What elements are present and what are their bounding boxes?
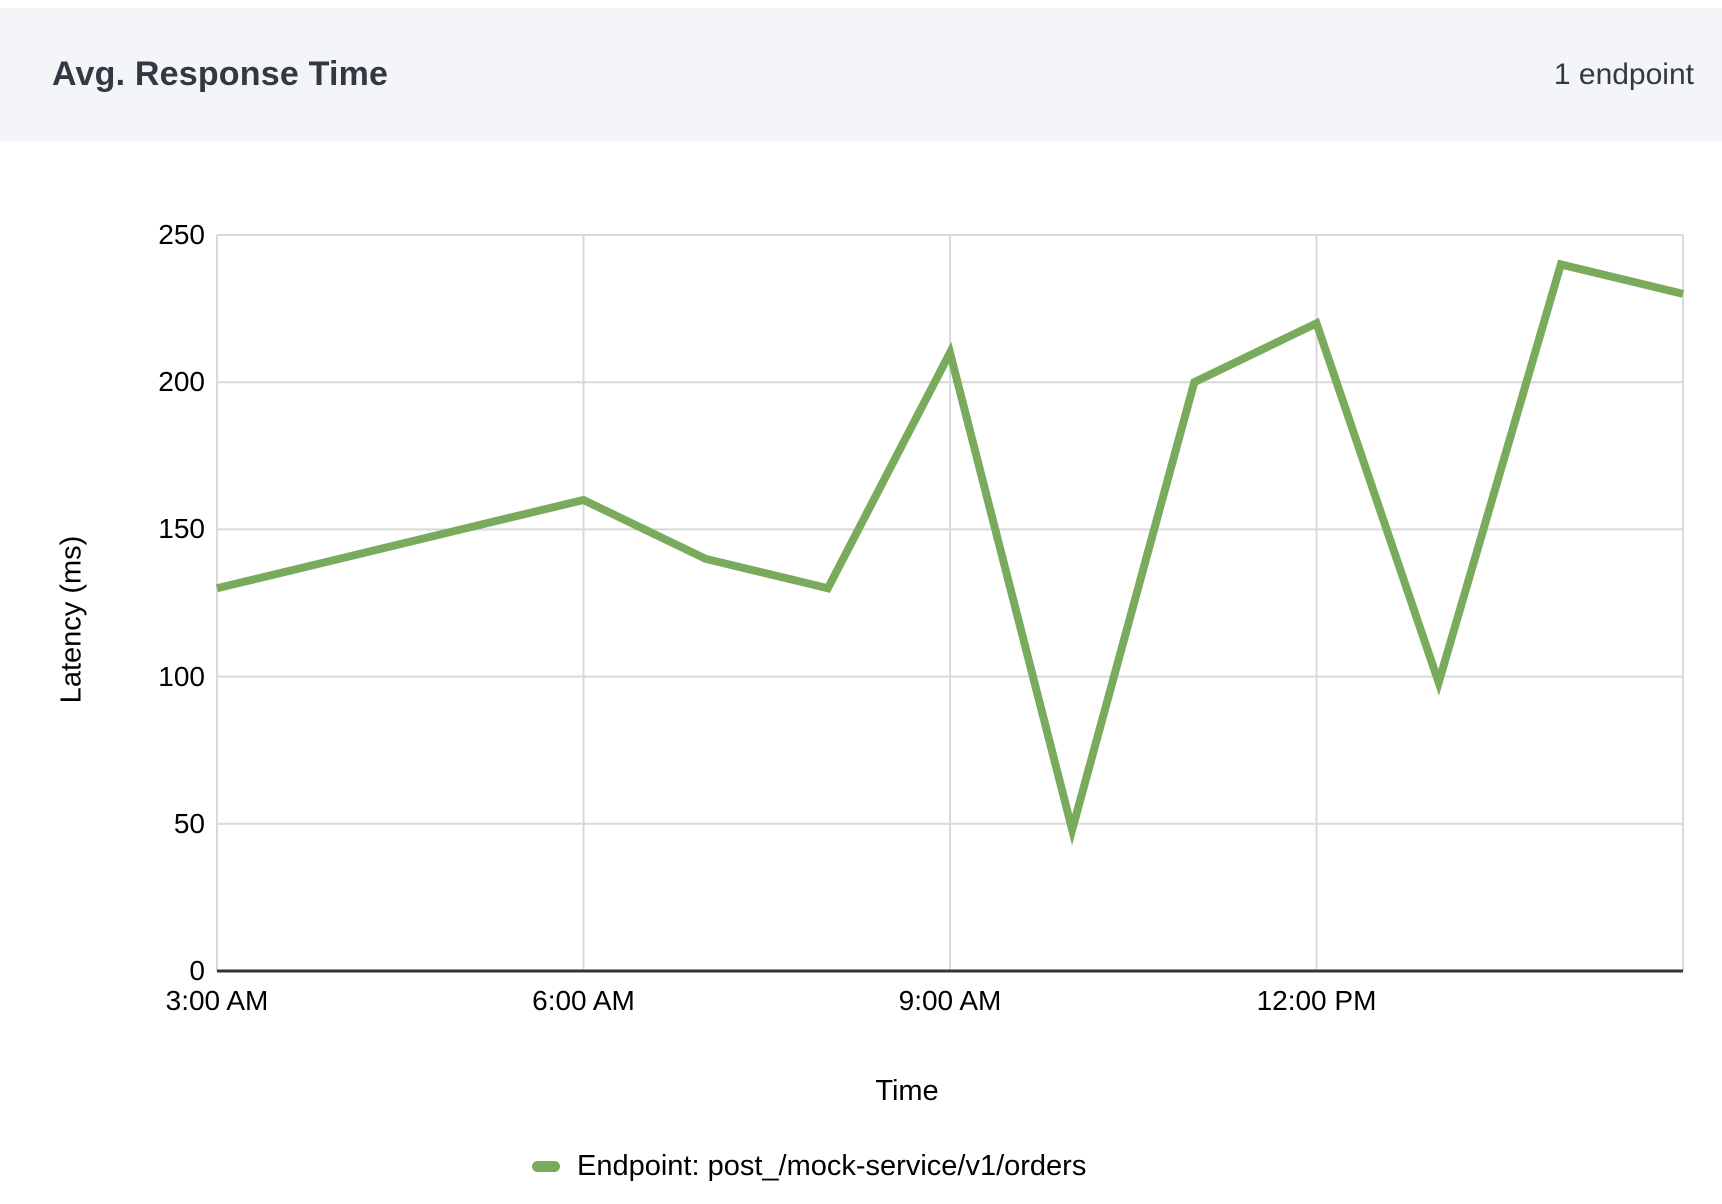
- latency-series-line[interactable]: [216, 259, 1684, 846]
- page-title: Avg. Response Time: [52, 55, 389, 93]
- y-tick-label: 0: [189, 955, 205, 986]
- endpoint-count-badge: 1 endpoint: [1553, 57, 1694, 91]
- y-tick-label: 100: [158, 660, 205, 692]
- y-tick-label: 150: [158, 513, 205, 545]
- y-tick-label: 50: [173, 807, 205, 839]
- x-tick-label: 12:00 PM: [1256, 985, 1377, 1016]
- chart-header: Avg. Response Time 1 endpoint: [0, 8, 1722, 141]
- legend-item[interactable]: Endpoint: post_/mock-service/v1/orders: [532, 1146, 1086, 1186]
- y-tick-label: 200: [158, 366, 205, 398]
- legend-swatch-icon: [532, 1160, 560, 1172]
- x-tick-label: 9:00 AM: [898, 985, 1002, 1016]
- legend-label: Endpoint: post_/mock-service/v1/orders: [577, 1149, 1087, 1182]
- x-tick-label: 6:00 AM: [532, 985, 635, 1016]
- y-axis-title: Latency (ms): [55, 535, 88, 704]
- x-axis-title: Time: [875, 1075, 939, 1107]
- x-tick-label: 3:00 AM: [165, 985, 269, 1016]
- y-tick-label: 250: [158, 219, 205, 250]
